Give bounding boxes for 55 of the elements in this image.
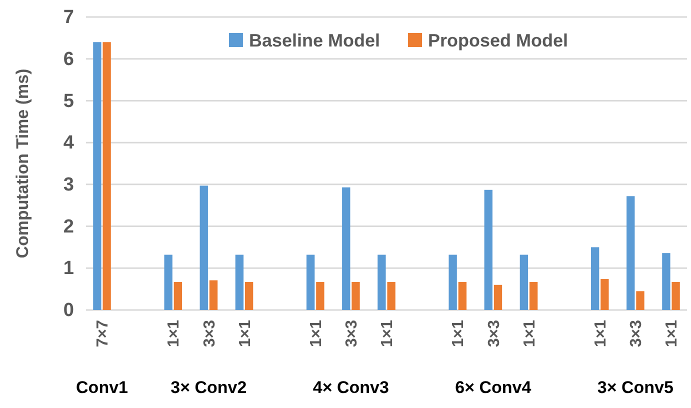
bar [102,42,111,310]
bar [458,282,467,310]
bar [529,282,538,310]
bar [378,254,386,310]
bar [672,282,680,310]
x-tick-label: 3×3 [628,320,646,348]
bar [200,186,208,310]
x-tick-label: 1×1 [450,320,468,348]
bar [306,254,315,310]
bar [600,279,609,310]
x-tick-label: 1×1 [521,320,538,348]
x-tick-label: 1×1 [166,320,183,348]
y-tick-label: 1 [63,258,74,280]
x-tick-label: 7×7 [94,320,112,348]
bar [636,291,644,310]
x-tick-label: 3×3 [486,320,503,348]
text: 3× Conv2 [170,378,247,397]
bar [93,42,102,310]
bar [448,254,457,310]
text: 3× Conv5 [597,378,674,397]
text: 4× Conv3 [312,378,389,397]
bar [520,254,528,310]
bar [316,282,324,310]
y-tick-label: 3 [63,174,74,196]
x-tick-label: 1×1 [236,320,254,348]
x-tick-label: 1×1 [664,320,681,348]
bar [662,253,670,310]
y-tick-label: 2 [63,216,74,238]
x-tick-label: 1×1 [592,320,610,348]
bar [352,282,360,310]
y-tick-label: 4 [63,132,74,154]
text: 6× Conv4 [455,378,532,397]
x-tick-label: 3×3 [201,320,218,348]
bar [235,254,244,310]
y-tick-label: 7 [63,7,74,28]
text: Conv1 [76,378,128,397]
legend-label: Proposed Model [428,30,568,50]
bar [342,187,350,310]
bar [484,190,492,310]
x-tick-label: 1×1 [379,320,396,348]
bar [626,196,635,310]
bar [209,280,218,310]
bar [174,282,182,310]
bar [164,254,172,310]
x-tick-label: 3×3 [344,320,361,348]
bar [387,282,396,310]
y-tick-label: 0 [63,300,74,322]
y-tick-label: 6 [63,48,74,70]
y-axis-title: Computation Time (ms) [13,68,32,258]
y-tick-label: 5 [63,90,74,112]
bar [590,247,600,310]
bar [244,282,254,310]
bar [494,284,502,310]
legend-label: Baseline Model [248,30,380,50]
x-tick-label: 1×1 [308,320,325,348]
